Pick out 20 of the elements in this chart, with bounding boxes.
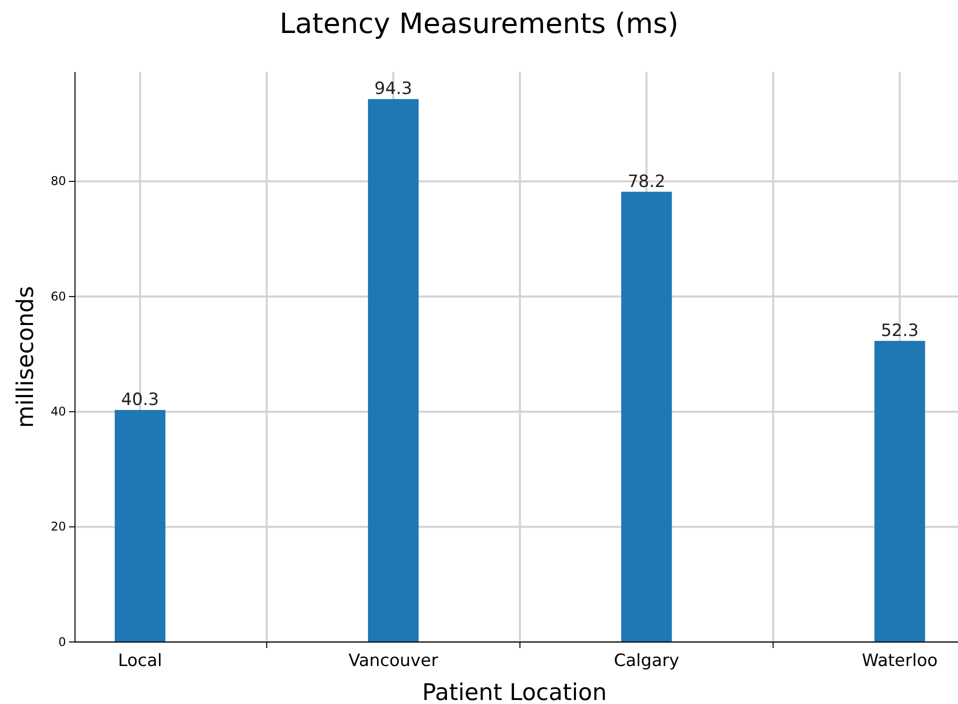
chart-title: Latency Measurements (ms) bbox=[280, 7, 678, 40]
bar bbox=[114, 410, 166, 642]
y-tick-label: 80 bbox=[50, 174, 66, 188]
x-tick-label: Calgary bbox=[614, 651, 680, 671]
x-tick-label: Waterloo bbox=[862, 651, 938, 671]
x-tick-label: Vancouver bbox=[348, 651, 438, 671]
bar bbox=[621, 192, 672, 642]
y-tick-label: 0 bbox=[58, 634, 66, 649]
y-tick-label: 40 bbox=[50, 404, 66, 419]
x-tick-label: Local bbox=[118, 651, 162, 671]
y-tick-label: 60 bbox=[50, 289, 66, 304]
y-tick-label: 20 bbox=[50, 520, 66, 534]
data-label: 78.2 bbox=[628, 172, 666, 192]
bar bbox=[874, 340, 926, 642]
x-axis-title: Patient Location bbox=[422, 680, 607, 704]
y-axis-title: milliseconds bbox=[13, 286, 39, 428]
data-label: 52.3 bbox=[880, 320, 919, 341]
data-label: 40.3 bbox=[121, 390, 160, 410]
bar bbox=[368, 99, 419, 642]
data-label: 94.3 bbox=[374, 79, 412, 100]
